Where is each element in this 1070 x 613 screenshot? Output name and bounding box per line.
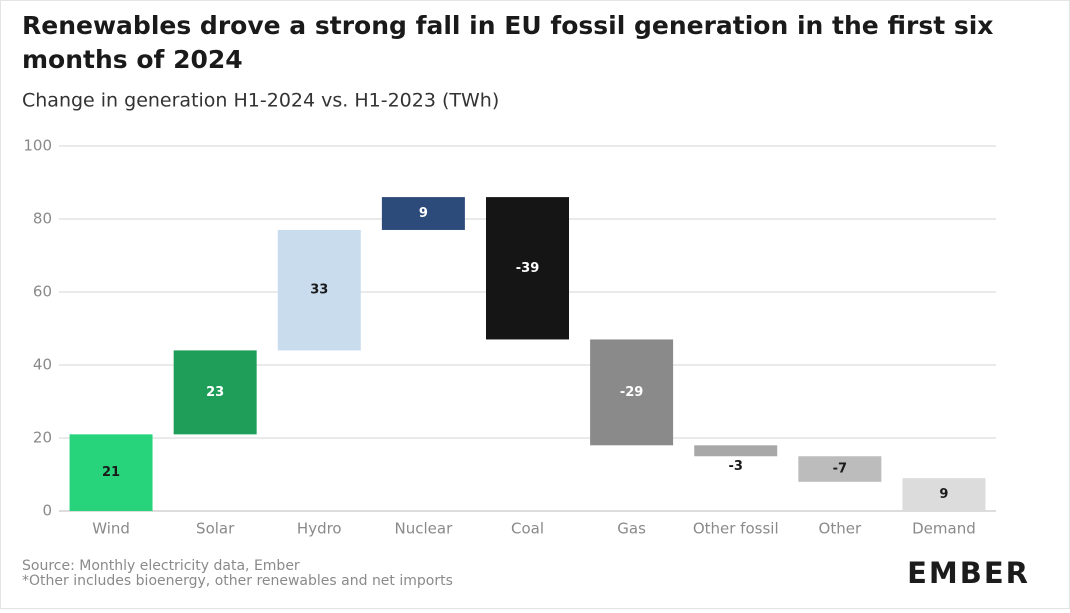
x-tick-label: Coal (511, 520, 544, 538)
data-label: 9 (939, 487, 948, 502)
data-label: 23 (206, 385, 224, 400)
bar (798, 456, 882, 482)
bar (590, 339, 674, 446)
data-label: -7 (833, 462, 847, 477)
bar (173, 350, 257, 435)
chart-title: Renewables drove a strong fall in EU fos… (22, 11, 993, 74)
y-tick-label: 0 (42, 502, 52, 520)
x-tick-label: Gas (617, 520, 646, 538)
bar (69, 434, 153, 511)
x-tick-label: Nuclear (395, 520, 454, 538)
data-label: 21 (102, 465, 120, 480)
bar (277, 229, 361, 351)
x-tick-label: Solar (196, 520, 235, 538)
bar (381, 197, 465, 230)
x-tick-label: Other fossil (693, 520, 779, 538)
data-label: -3 (728, 459, 742, 474)
bar (902, 478, 986, 511)
x-tick-label: Hydro (297, 520, 342, 538)
y-tick-label: 20 (33, 429, 52, 447)
data-label: -39 (516, 261, 540, 276)
bar (694, 445, 778, 457)
data-label: 9 (419, 206, 428, 221)
bar (486, 197, 569, 340)
y-tick-label: 40 (33, 356, 52, 374)
y-tick-label: 100 (23, 137, 52, 155)
note: *Other includes bioenergy, other renewab… (22, 573, 453, 589)
x-tick-label: Wind (92, 520, 130, 538)
data-label: -29 (620, 385, 644, 400)
x-tick-label: Demand (912, 520, 976, 538)
data-label: 33 (310, 283, 328, 298)
chart-subtitle: Change in generation H1-2024 vs. H1-2023… (22, 90, 499, 112)
source: Source: Monthly electricity data, Ember (22, 558, 300, 574)
y-tick-label: 80 (33, 210, 52, 228)
y-tick-label: 60 (33, 283, 52, 301)
logo: EMBER (907, 556, 1030, 590)
x-tick-label: Other (819, 520, 862, 538)
